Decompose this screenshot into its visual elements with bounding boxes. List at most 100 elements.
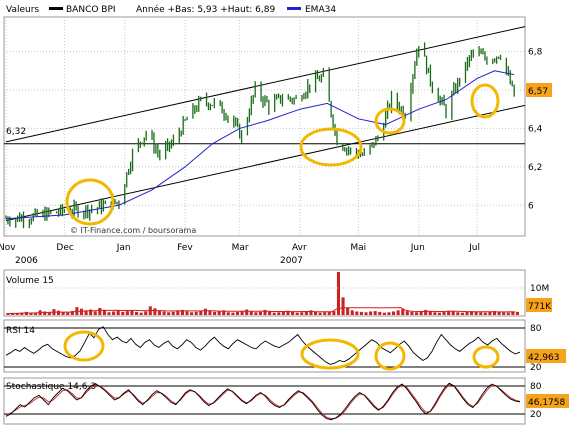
month-label: Jun bbox=[410, 243, 425, 253]
volume-bar bbox=[451, 311, 455, 315]
rsi-annotation-circles bbox=[63, 330, 500, 371]
volume-bar bbox=[392, 311, 396, 315]
volume-bar bbox=[180, 309, 184, 315]
month-label: Avr bbox=[292, 243, 307, 253]
volume-bar bbox=[350, 310, 354, 315]
reference-label: 6,32 bbox=[6, 127, 26, 137]
volume-bar bbox=[79, 308, 84, 315]
month-label: Mai bbox=[350, 243, 366, 253]
volume-bar bbox=[157, 310, 162, 315]
volume-bar bbox=[382, 312, 386, 315]
volume-bar bbox=[254, 312, 258, 315]
volume-bar bbox=[277, 312, 281, 315]
ema-legend-label: EMA34 bbox=[305, 5, 336, 15]
volume-bar bbox=[355, 311, 359, 315]
watermark: © IT-Finance.com / boursorama bbox=[70, 226, 196, 235]
stoch-value-box bbox=[526, 394, 569, 408]
month-label: Jul bbox=[468, 243, 480, 253]
year-label-2006: 2006 bbox=[15, 256, 38, 266]
volume-bar bbox=[437, 312, 441, 315]
volume-bar bbox=[93, 311, 97, 315]
volume-bar bbox=[515, 311, 519, 315]
volume-bar bbox=[43, 311, 47, 315]
month-label: Dec bbox=[56, 243, 73, 253]
volume-bar bbox=[107, 312, 111, 315]
volume-bar bbox=[479, 312, 483, 315]
price-y-tick: 6,4 bbox=[528, 124, 543, 134]
volume-bar bbox=[130, 310, 134, 315]
month-label: Fev bbox=[177, 243, 193, 253]
volume-bar bbox=[428, 311, 432, 315]
volume-bar bbox=[89, 309, 93, 315]
volume-bar bbox=[268, 311, 272, 315]
volume-bar bbox=[125, 311, 129, 315]
volume-bar bbox=[497, 311, 501, 315]
volume-bar bbox=[231, 312, 235, 315]
volume-bar bbox=[460, 312, 464, 315]
stock-name: BANCO BPI bbox=[66, 5, 116, 15]
volume-bar bbox=[47, 312, 51, 315]
volume-bar bbox=[226, 312, 230, 315]
volume-bar bbox=[15, 313, 19, 315]
volume-bar bbox=[213, 311, 217, 315]
volume-bar bbox=[405, 311, 409, 315]
volume-bar bbox=[341, 297, 345, 315]
volume-bar bbox=[291, 311, 295, 315]
volume-bar bbox=[171, 311, 175, 315]
volume-bar bbox=[66, 312, 70, 315]
volume-bar bbox=[506, 312, 510, 315]
volume-bar bbox=[313, 311, 318, 315]
circle-2 bbox=[299, 127, 363, 167]
volume-bar bbox=[258, 311, 262, 315]
volume-tick-10m: 10M bbox=[530, 284, 549, 294]
price-current-value: 6,57 bbox=[528, 87, 548, 97]
volume-bar bbox=[199, 310, 203, 315]
chart-header: Valeurs BANCO BPI Année +Bas: 5,93 +Haut… bbox=[6, 4, 336, 15]
volume-bar bbox=[419, 311, 423, 315]
channel-lower-line bbox=[5, 104, 526, 222]
volume-bar bbox=[222, 310, 226, 315]
year-label-2007: 2007 bbox=[280, 256, 303, 266]
volume-bar bbox=[6, 313, 10, 315]
rsi-panel bbox=[3, 319, 526, 373]
stochastic-title: Stochastique 14,6,3 bbox=[6, 382, 96, 392]
ema-legend-swatch bbox=[287, 7, 301, 10]
volume-bar bbox=[511, 311, 515, 315]
volume-bar bbox=[433, 312, 437, 315]
volume-bar bbox=[11, 313, 15, 315]
volume-bar bbox=[295, 312, 299, 315]
volume-bar bbox=[162, 311, 166, 315]
volume-bar bbox=[116, 310, 120, 315]
volume-bar bbox=[272, 312, 276, 315]
header-label: Valeurs bbox=[6, 5, 39, 15]
volume-bar bbox=[70, 311, 74, 315]
volume-bar bbox=[263, 309, 267, 315]
volume-bar bbox=[442, 311, 446, 315]
volume-title: Volume 15 bbox=[6, 276, 54, 286]
volume-bar bbox=[483, 312, 487, 315]
volume-bar bbox=[359, 311, 363, 315]
volume-bar bbox=[208, 311, 212, 315]
volume-bar bbox=[194, 311, 198, 315]
rsi-circle-3 bbox=[374, 341, 406, 371]
volume-bar bbox=[465, 311, 469, 315]
volume-bar bbox=[488, 311, 492, 315]
volume-bar bbox=[135, 311, 139, 315]
volume-bar bbox=[84, 310, 88, 315]
volume-bar bbox=[336, 271, 341, 315]
volume-bar bbox=[470, 311, 474, 315]
circle-3 bbox=[374, 107, 406, 135]
volume-bar bbox=[346, 307, 350, 315]
volume-bar bbox=[34, 313, 38, 315]
volume-bar bbox=[456, 312, 460, 315]
volume-bar bbox=[139, 312, 143, 315]
rsi-circle-4 bbox=[472, 345, 500, 369]
volume-bar bbox=[176, 311, 180, 315]
rsi-tick-80: 80 bbox=[530, 324, 542, 334]
volume-bar bbox=[235, 311, 240, 315]
rsi-value-box bbox=[526, 349, 566, 363]
volume-bar bbox=[153, 308, 157, 315]
volume-value-box bbox=[526, 298, 552, 312]
